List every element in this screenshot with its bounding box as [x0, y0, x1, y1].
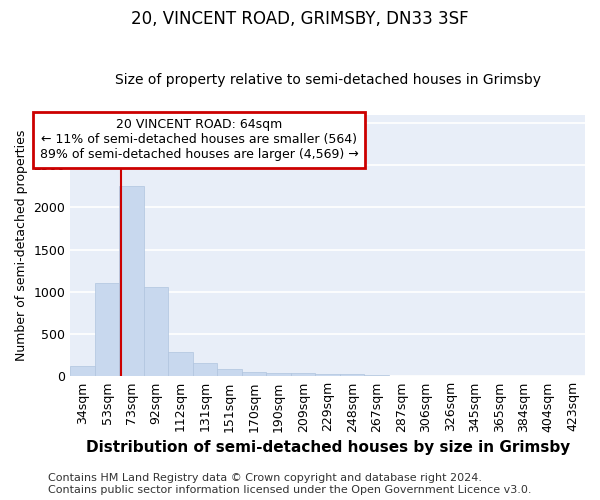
Bar: [291, 373, 316, 376]
Bar: [193, 363, 217, 376]
Bar: [266, 372, 291, 376]
Bar: [364, 375, 389, 376]
Text: 20, VINCENT ROAD, GRIMSBY, DN33 3SF: 20, VINCENT ROAD, GRIMSBY, DN33 3SF: [131, 10, 469, 28]
Bar: [144, 287, 169, 376]
Title: Size of property relative to semi-detached houses in Grimsby: Size of property relative to semi-detach…: [115, 73, 541, 87]
Bar: [119, 186, 144, 376]
Bar: [340, 374, 364, 376]
Bar: [169, 352, 193, 376]
Bar: [70, 366, 95, 376]
Bar: [217, 368, 242, 376]
Text: Contains HM Land Registry data © Crown copyright and database right 2024.
Contai: Contains HM Land Registry data © Crown c…: [48, 474, 532, 495]
Bar: [316, 374, 340, 376]
Y-axis label: Number of semi-detached properties: Number of semi-detached properties: [15, 130, 28, 361]
Bar: [242, 372, 266, 376]
Bar: [95, 284, 119, 376]
X-axis label: Distribution of semi-detached houses by size in Grimsby: Distribution of semi-detached houses by …: [86, 440, 570, 455]
Text: 20 VINCENT ROAD: 64sqm
← 11% of semi-detached houses are smaller (564)
89% of se: 20 VINCENT ROAD: 64sqm ← 11% of semi-det…: [40, 118, 358, 162]
